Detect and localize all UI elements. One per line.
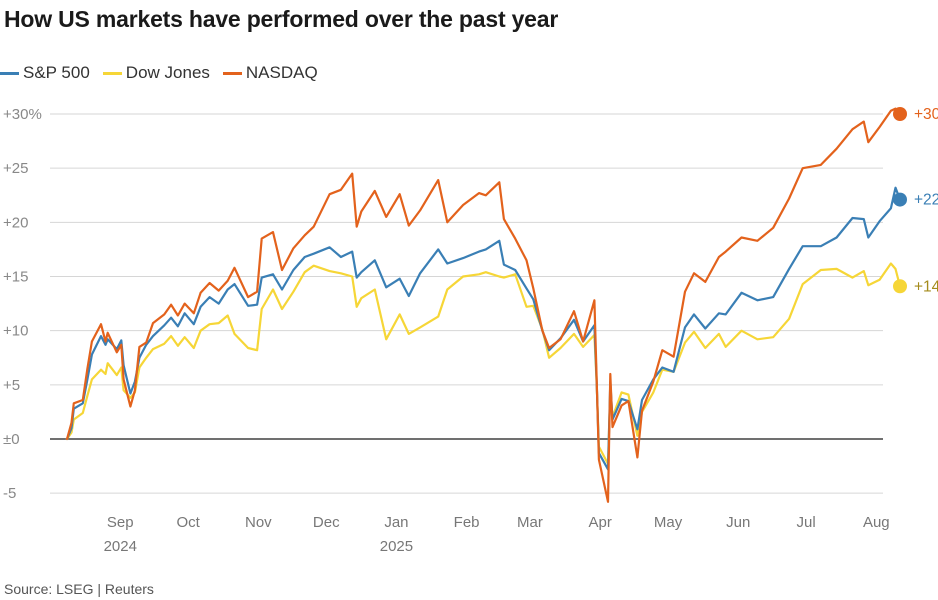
end-marker-nasdaq (893, 107, 907, 121)
x-tick-label: Mar (517, 514, 543, 531)
x-tick-label: May (654, 514, 683, 531)
series-line-dow (65, 262, 902, 465)
y-tick-label: +5 (3, 377, 20, 394)
end-label-dow: +14.1% (914, 278, 938, 295)
x-tick-label: Sep (107, 514, 134, 531)
end-label-sp500: +22.1% (914, 192, 938, 209)
x-tick-label: Oct (177, 514, 201, 531)
y-tick-label: +30% (3, 106, 42, 123)
legend-swatch-dow (102, 71, 122, 75)
y-tick-label: +25 (3, 160, 28, 177)
end-marker-sp500 (893, 192, 907, 207)
x-tick-label: Apr (588, 514, 611, 531)
x-tick-year-label: 2024 (104, 538, 137, 555)
x-tick-year-label: 2025 (380, 538, 413, 555)
end-marker-dow (893, 279, 907, 294)
x-tick-label: Jan (384, 514, 408, 531)
legend-label-nasdaq: NASDAQ (245, 63, 318, 82)
legend-item-nasdaq: NASDAQ (222, 63, 318, 83)
series-line-nasdaq (65, 107, 902, 503)
legend-swatch-nasdaq (222, 71, 242, 75)
legend-label-dow: Dow Jones (125, 63, 210, 82)
x-tick-label: Dec (313, 514, 340, 531)
x-tick-label: Aug (863, 514, 890, 531)
x-tick-label: Feb (454, 514, 480, 531)
y-tick-label: +10 (3, 323, 28, 340)
x-tick-label: Nov (245, 514, 272, 531)
legend-item-dow: Dow Jones (102, 63, 210, 83)
x-tick-label: Jun (726, 514, 750, 531)
y-tick-label: -5 (3, 485, 16, 502)
end-label-nasdaq: +30% (914, 106, 938, 123)
x-tick-label: Jul (797, 514, 816, 531)
legend-item-sp500: S&P 500 (0, 63, 90, 83)
source-note: Source: LSEG | Reuters (4, 581, 154, 597)
legend: S&P 500 Dow Jones NASDAQ (0, 63, 331, 83)
y-tick-label: +15 (3, 269, 28, 286)
legend-label-sp500: S&P 500 (23, 63, 90, 82)
chart-title: How US markets have performed over the p… (4, 6, 559, 32)
series-line-sp500 (65, 186, 902, 471)
y-tick-label: +20 (3, 214, 28, 231)
y-tick-label: ±0 (3, 431, 20, 448)
legend-swatch-sp500 (0, 71, 19, 75)
